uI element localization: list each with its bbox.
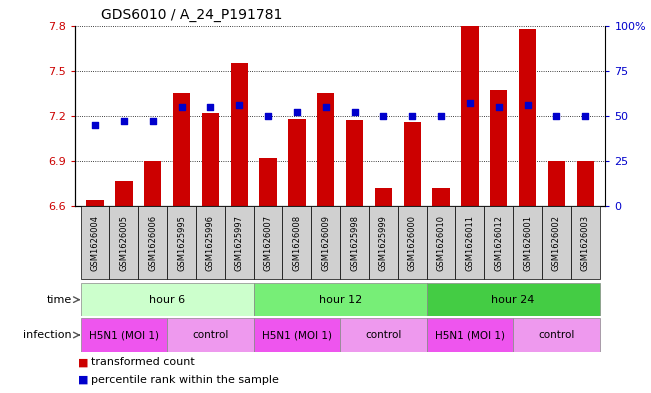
FancyBboxPatch shape (254, 206, 283, 279)
FancyBboxPatch shape (542, 206, 571, 279)
Bar (490, 90, 507, 206)
FancyBboxPatch shape (369, 206, 398, 279)
Text: H5N1 (MOI 1): H5N1 (MOI 1) (89, 330, 159, 340)
Point (148, 118, 158, 125)
Bar (432, 188, 450, 206)
Point (465, 100, 475, 107)
Text: GSM1626005: GSM1626005 (119, 215, 128, 271)
Bar (115, 181, 133, 206)
FancyBboxPatch shape (513, 206, 542, 279)
FancyBboxPatch shape (81, 283, 254, 316)
Text: GSM1626009: GSM1626009 (321, 215, 330, 271)
Text: transformed count: transformed count (91, 358, 195, 367)
Text: GSM1625997: GSM1625997 (235, 215, 243, 271)
Bar (173, 94, 190, 206)
Point (493, 104, 504, 110)
FancyBboxPatch shape (311, 206, 340, 279)
Point (378, 113, 389, 119)
Text: hour 6: hour 6 (149, 295, 185, 305)
Point (90, 122, 100, 128)
Text: GSM1625995: GSM1625995 (177, 215, 186, 271)
Point (292, 109, 302, 116)
Text: GSM1625999: GSM1625999 (379, 215, 388, 271)
Bar (202, 113, 219, 206)
Text: time: time (46, 295, 72, 305)
Text: hour 24: hour 24 (492, 295, 535, 305)
FancyBboxPatch shape (167, 318, 254, 352)
Text: GSM1626007: GSM1626007 (264, 215, 273, 271)
Text: H5N1 (MOI 1): H5N1 (MOI 1) (435, 330, 505, 340)
Text: GSM1625998: GSM1625998 (350, 215, 359, 271)
Text: GSM1626008: GSM1626008 (292, 215, 301, 271)
Text: control: control (192, 330, 229, 340)
FancyBboxPatch shape (571, 206, 600, 279)
Point (234, 102, 244, 108)
FancyBboxPatch shape (109, 206, 138, 279)
Point (176, 104, 187, 110)
Point (551, 113, 562, 119)
FancyBboxPatch shape (340, 206, 369, 279)
Text: GDS6010 / A_24_P191781: GDS6010 / A_24_P191781 (102, 8, 283, 22)
FancyBboxPatch shape (196, 206, 225, 279)
Bar (288, 119, 305, 206)
FancyBboxPatch shape (225, 206, 254, 279)
FancyBboxPatch shape (167, 206, 196, 279)
Text: GSM1626004: GSM1626004 (90, 215, 100, 271)
Bar (87, 200, 104, 206)
FancyBboxPatch shape (513, 318, 600, 352)
Text: infection: infection (23, 330, 72, 340)
Point (436, 113, 447, 119)
Text: H5N1 (MOI 1): H5N1 (MOI 1) (262, 330, 332, 340)
Text: GSM1626003: GSM1626003 (581, 215, 590, 271)
FancyBboxPatch shape (340, 318, 426, 352)
FancyBboxPatch shape (81, 318, 167, 352)
Point (118, 118, 129, 125)
Text: GSM1626002: GSM1626002 (552, 215, 561, 271)
Text: ■: ■ (78, 358, 89, 367)
Bar (144, 161, 161, 206)
Text: control: control (538, 330, 575, 340)
Bar (519, 29, 536, 206)
FancyBboxPatch shape (81, 206, 109, 279)
FancyBboxPatch shape (426, 283, 600, 316)
Bar (404, 122, 421, 206)
Text: GSM1626012: GSM1626012 (494, 215, 503, 271)
Text: GSM1626000: GSM1626000 (408, 215, 417, 271)
Bar (259, 158, 277, 206)
Point (407, 113, 417, 119)
FancyBboxPatch shape (283, 206, 311, 279)
FancyBboxPatch shape (484, 206, 513, 279)
Text: hour 12: hour 12 (318, 295, 362, 305)
Text: GSM1626001: GSM1626001 (523, 215, 532, 271)
Bar (375, 188, 392, 206)
FancyBboxPatch shape (254, 283, 426, 316)
Bar (346, 120, 363, 206)
FancyBboxPatch shape (398, 206, 426, 279)
Text: GSM1626011: GSM1626011 (465, 215, 475, 271)
FancyBboxPatch shape (426, 206, 456, 279)
Point (205, 104, 215, 110)
Point (580, 113, 590, 119)
Bar (317, 94, 335, 206)
FancyBboxPatch shape (426, 318, 513, 352)
Point (522, 102, 533, 108)
Text: control: control (365, 330, 402, 340)
Point (320, 104, 331, 110)
Text: ■: ■ (78, 375, 89, 385)
FancyBboxPatch shape (254, 318, 340, 352)
Point (263, 113, 273, 119)
FancyBboxPatch shape (456, 206, 484, 279)
FancyBboxPatch shape (138, 206, 167, 279)
Text: percentile rank within the sample: percentile rank within the sample (91, 375, 279, 385)
Bar (577, 161, 594, 206)
Point (350, 109, 360, 116)
Bar (230, 63, 248, 206)
Bar (547, 161, 565, 206)
Text: GSM1625996: GSM1625996 (206, 215, 215, 271)
Text: GSM1626006: GSM1626006 (148, 215, 158, 271)
Text: GSM1626010: GSM1626010 (437, 215, 445, 271)
Bar (462, 26, 478, 206)
